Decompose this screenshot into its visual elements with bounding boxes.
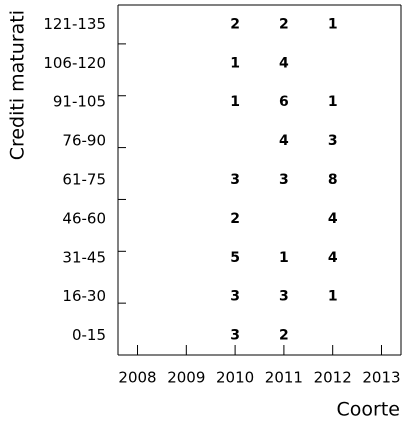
y-tick-label: 0-15 bbox=[72, 326, 106, 344]
cell-value: 6 bbox=[279, 94, 289, 110]
x-tick-label: 2009 bbox=[167, 369, 205, 387]
cell-value: 2 bbox=[230, 16, 240, 32]
x-tick-label: 2011 bbox=[265, 369, 303, 387]
cell-value: 4 bbox=[328, 250, 338, 266]
cell-value: 3 bbox=[230, 289, 240, 305]
cell-value: 8 bbox=[328, 172, 338, 188]
y-tick-label: 106-120 bbox=[43, 54, 106, 72]
cell-value: 4 bbox=[328, 211, 338, 227]
cell-value: 4 bbox=[279, 133, 289, 149]
cell-value: 3 bbox=[230, 172, 240, 188]
cell-value: 3 bbox=[279, 289, 289, 305]
y-tick-label: 91-105 bbox=[53, 93, 106, 111]
x-axis-label: Coorte bbox=[337, 399, 400, 421]
y-tick-label: 31-45 bbox=[62, 248, 106, 266]
cell-value: 1 bbox=[328, 289, 338, 305]
cell-value: 3 bbox=[279, 172, 289, 188]
x-tick-label: 2012 bbox=[314, 369, 352, 387]
cell-value: 1 bbox=[328, 16, 338, 32]
y-tick-label: 61-75 bbox=[62, 171, 106, 189]
y-tick-label: 46-60 bbox=[62, 209, 106, 227]
y-tick-label: 16-30 bbox=[62, 287, 106, 305]
x-tick-label: 2013 bbox=[362, 369, 400, 387]
cell-value: 2 bbox=[230, 211, 240, 227]
y-axis-label: Crediti maturati bbox=[7, 10, 29, 160]
cell-value: 4 bbox=[279, 55, 289, 71]
cell-value: 1 bbox=[230, 55, 240, 71]
cell-value: 2 bbox=[279, 16, 289, 32]
cell-value: 1 bbox=[328, 94, 338, 110]
x-tick-label: 2010 bbox=[216, 369, 254, 387]
y-tick-label: 76-90 bbox=[62, 132, 106, 150]
x-tick-label: 2008 bbox=[118, 369, 156, 387]
cell-value: 2 bbox=[279, 328, 289, 344]
cell-value: 1 bbox=[230, 94, 240, 110]
cell-value: 1 bbox=[279, 250, 289, 266]
cell-value: 3 bbox=[328, 133, 338, 149]
cell-value: 5 bbox=[230, 250, 240, 266]
cell-value: 3 bbox=[230, 328, 240, 344]
y-tick-label: 121-135 bbox=[43, 15, 106, 33]
